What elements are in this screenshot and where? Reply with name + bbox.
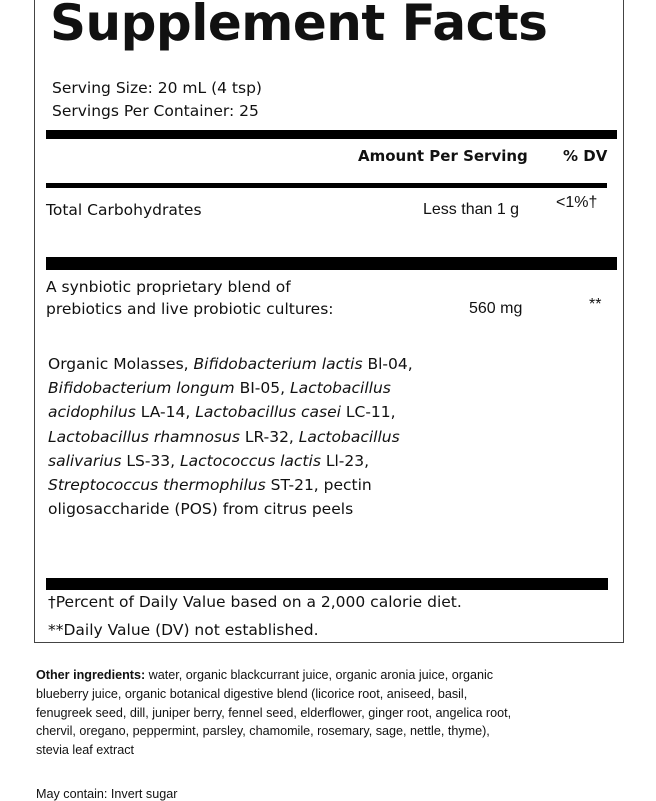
ingredient-segment: Bifidobacterium lactis <box>193 355 363 373</box>
ingredient-segment: Ll-23, <box>320 451 370 470</box>
ingredient-segment: Streptococcus thermophilus <box>48 476 266 495</box>
supplement-facts-panel <box>34 0 624 643</box>
footnote-not-established: **Daily Value (DV) not established. <box>48 621 319 639</box>
ingredient-segment: LA-14, <box>135 403 196 422</box>
ingredient-segment: LS-33, <box>121 451 181 470</box>
row-dv: <1%† <box>556 194 598 211</box>
blend-name-line2: prebiotics and live probiotic cultures: <box>46 300 334 318</box>
blend-amount: 560 mg <box>469 300 523 317</box>
divider-thick <box>46 257 617 270</box>
ingredient-segment: ST-21, <box>265 476 324 495</box>
ingredient-segment: Lactobacillus casei <box>195 403 341 422</box>
row-amount: Less than 1 g <box>423 201 520 218</box>
ingredient-segment: LR-32, <box>239 427 299 446</box>
servings-per-container: Servings Per Container: 25 <box>52 102 259 120</box>
dv-header: % DV <box>563 147 608 165</box>
blend-dv: ** <box>589 296 602 313</box>
may-contain: May contain: Invert sugar <box>36 787 178 801</box>
footnote-dv: †Percent of Daily Value based on a 2,000… <box>48 593 462 611</box>
other-ingredients-text: water, organic blackcurrant juice, organ… <box>36 668 512 758</box>
other-ingredients-label: Other ingredients: <box>36 668 146 682</box>
divider-thick <box>46 578 608 590</box>
divider-thick <box>46 130 617 139</box>
ingredient-segment: Organic Molasses, <box>48 355 194 373</box>
ingredient-segment: Bifidobacterium longum <box>48 379 235 398</box>
ingredient-segment: Lactococcus lactis <box>180 451 321 470</box>
ingredient-segment: Lactobacillus rhamnosus <box>48 427 240 446</box>
blend-name-line1: A synbiotic proprietary blend of <box>46 278 291 296</box>
serving-size: Serving Size: 20 mL (4 tsp) <box>52 79 262 97</box>
ingredient-list: Organic Molasses, Bifidobacterium lactis… <box>48 352 418 521</box>
row-name: Total Carbohydrates <box>46 201 202 219</box>
ingredient-segment: LC-11, <box>340 403 396 422</box>
ingredient-segment: Lactobacillus salivarius <box>48 427 400 470</box>
amount-header: Amount Per Serving <box>358 147 528 165</box>
ingredient-segment: pectin oligosaccharide (POS) from citrus… <box>48 476 372 519</box>
divider-medium <box>46 183 607 188</box>
other-ingredients: Other ingredients: water, organic blackc… <box>36 666 516 760</box>
ingredient-segment: Lactobacillus acidophilus <box>48 379 391 422</box>
panel-title: Supplement Facts <box>50 0 548 52</box>
ingredient-segment: BI-05, <box>234 379 290 398</box>
ingredient-segment: Bl-04, <box>362 355 413 373</box>
